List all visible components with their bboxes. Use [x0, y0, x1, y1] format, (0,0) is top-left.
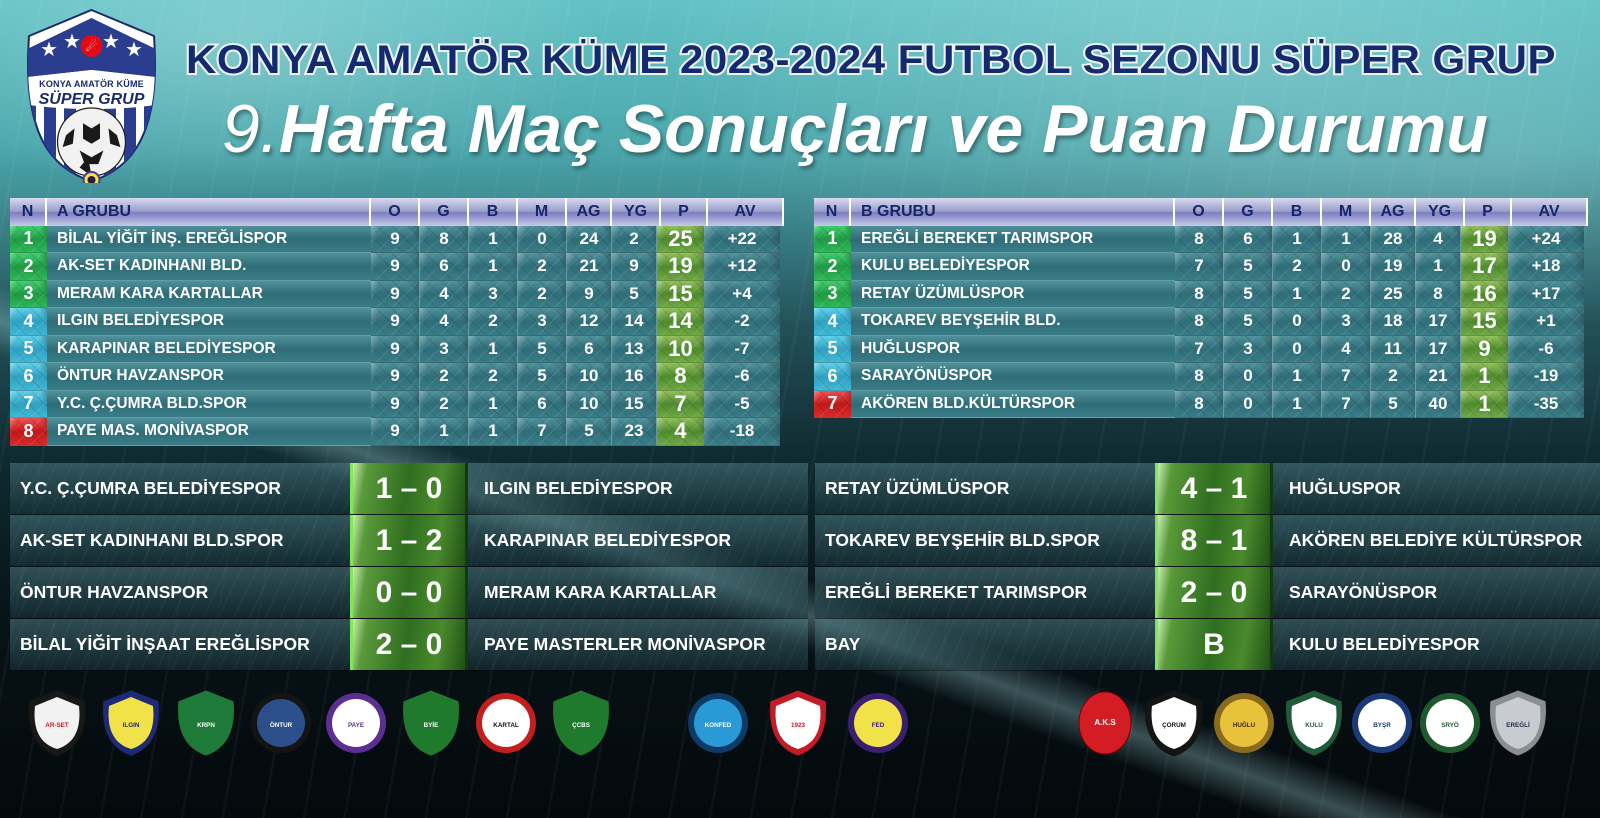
svg-text:FED: FED [872, 722, 885, 729]
svg-text:ÇORUM: ÇORUM [1162, 722, 1186, 729]
svg-text:SRYÖ: SRYÖ [1441, 720, 1459, 729]
svg-text:KRPN: KRPN [197, 722, 215, 729]
svg-text:PAYE: PAYE [348, 722, 364, 729]
svg-text:★: ★ [102, 31, 120, 53]
svg-text:KARTAL: KARTAL [493, 722, 519, 729]
svg-text:☄: ☄ [86, 39, 98, 54]
svg-text:ÖNTUR: ÖNTUR [270, 720, 293, 729]
svg-text:ÇCBS: ÇCBS [572, 722, 590, 729]
svg-text:ILGIN: ILGIN [123, 722, 140, 729]
svg-text:EREĞLİ: EREĞLİ [1506, 720, 1530, 729]
svg-text:1923: 1923 [791, 722, 806, 729]
svg-text:BYİE: BYİE [424, 721, 439, 729]
svg-text:★: ★ [63, 31, 81, 53]
svg-text:★: ★ [40, 39, 58, 61]
svg-text:BYŞR: BYŞR [1373, 722, 1391, 729]
svg-text:HUĞLU: HUĞLU [1233, 720, 1256, 729]
svg-text:A.K.S: A.K.S [1094, 718, 1116, 727]
svg-text:KULU: KULU [1305, 722, 1323, 729]
svg-text:KONFED: KONFED [705, 722, 732, 729]
svg-text:AR-SET: AR-SET [45, 722, 69, 729]
svg-text:★: ★ [125, 39, 143, 61]
svg-text:SÜPER GRUP: SÜPER GRUP [39, 89, 145, 108]
svg-text:KONYA AMATÖR KÜME: KONYA AMATÖR KÜME [39, 79, 144, 89]
